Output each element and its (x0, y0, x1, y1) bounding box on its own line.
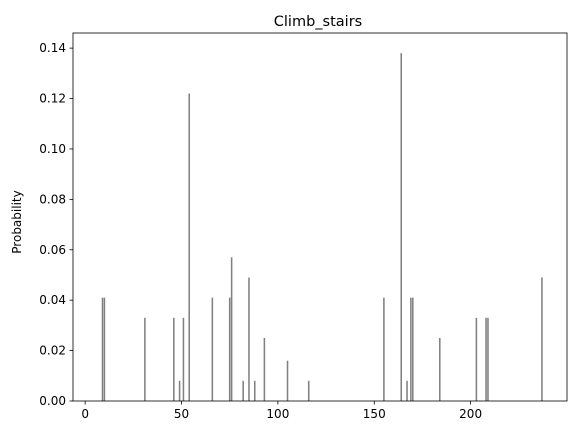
x-tick-label: 150 (363, 407, 386, 421)
bar (253, 380, 256, 401)
bar (101, 297, 104, 401)
x-tick-label: 0 (81, 407, 89, 421)
bar (286, 360, 289, 401)
bar (103, 297, 106, 401)
x-tick-label: 200 (459, 407, 482, 421)
bar (406, 380, 408, 401)
bar (178, 380, 181, 401)
bar (173, 317, 175, 401)
y-tick-label: 0.00 (39, 394, 66, 408)
y-tick-label: 0.06 (39, 243, 66, 257)
bar (400, 53, 403, 401)
x-tick-label: 50 (174, 407, 189, 421)
bar (410, 297, 412, 401)
y-tick-label: 0.02 (39, 344, 66, 358)
bar (383, 297, 385, 401)
bar (263, 337, 266, 401)
bar (439, 337, 441, 401)
bar (211, 297, 214, 401)
bar (242, 380, 244, 401)
chart-title: Climb_stairs (274, 14, 362, 30)
bar (230, 257, 233, 401)
bar (228, 297, 231, 401)
bars-group (101, 53, 543, 402)
bar (485, 317, 487, 401)
y-tick-label: 0.04 (39, 293, 66, 307)
y-tick-label: 0.08 (39, 192, 66, 206)
bar (144, 317, 146, 401)
y-tick-label: 0.14 (39, 41, 66, 55)
x-axis-ticks: 0 50 100 150 200 (81, 401, 482, 421)
y-axis-label: Probability (10, 190, 24, 253)
bar (475, 317, 478, 401)
bar (541, 277, 543, 401)
y-tick-label: 0.10 (39, 142, 66, 156)
y-tick-label: 0.12 (39, 92, 66, 106)
bar (487, 317, 489, 401)
x-tick-label: 100 (266, 407, 289, 421)
bar (182, 317, 185, 401)
plot-frame (72, 32, 568, 402)
bar (412, 297, 414, 401)
bar (307, 380, 310, 401)
bar (188, 93, 190, 402)
y-axis-ticks: 0.00 0.02 0.04 0.06 0.08 0.10 0.12 0.14 (39, 41, 73, 408)
bar (248, 277, 250, 401)
